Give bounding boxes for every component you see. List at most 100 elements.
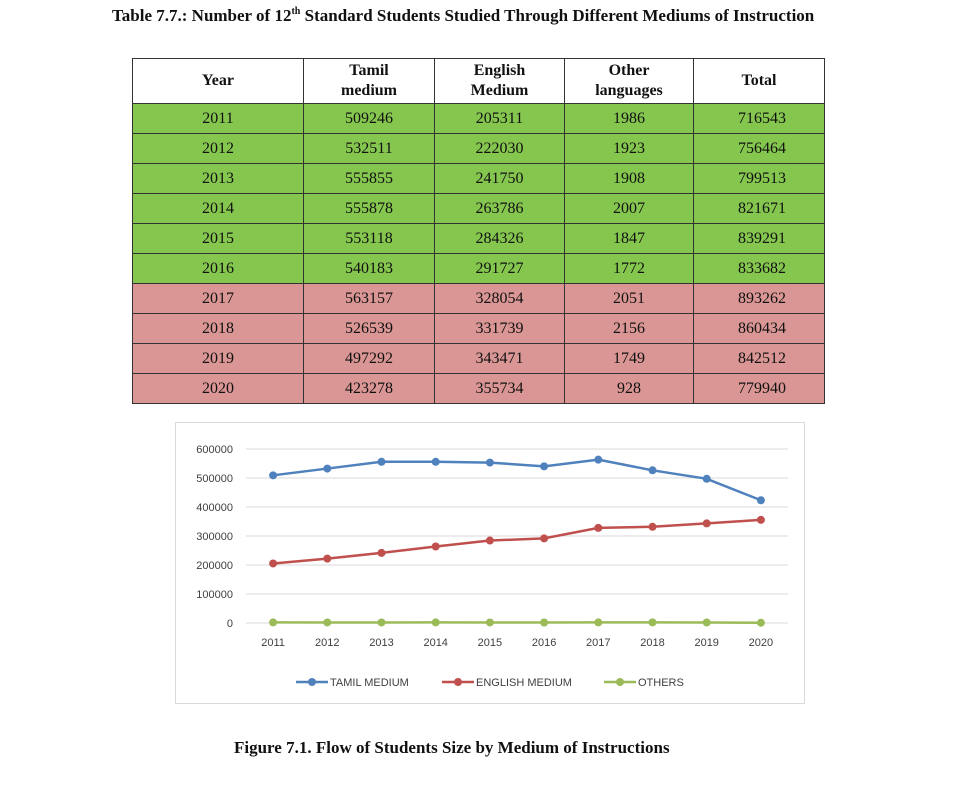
data-point-tamil-medium xyxy=(323,464,332,473)
data-point-english-medium xyxy=(377,548,386,557)
cell-tamil: 555855 xyxy=(303,163,435,194)
y-tick-label: 100000 xyxy=(196,589,233,601)
header-tamil-medium: Tamil medium xyxy=(303,58,435,104)
x-tick-label: 2019 xyxy=(694,637,718,649)
data-point-others xyxy=(756,618,765,627)
data-point-others xyxy=(269,618,278,627)
series-line-tamil-medium xyxy=(272,458,762,502)
cell-year: 2016 xyxy=(132,253,304,284)
cell-tamil: 509246 xyxy=(303,103,435,134)
cell-year: 2020 xyxy=(132,373,304,404)
data-point-tamil-medium xyxy=(540,462,549,471)
table-body: 2011 509246 205311 1986 716543 2012 532511 2220… xyxy=(132,103,825,404)
cell-tamil: 555878 xyxy=(303,193,435,224)
caption-suffix: Standard Students Studied Through Differ… xyxy=(300,6,815,25)
cell-total: 821671 xyxy=(693,193,825,224)
data-point-tamil-medium xyxy=(594,455,603,464)
table-row: 2011 509246 205311 1986 716543 xyxy=(132,103,825,134)
legend-marker-others xyxy=(616,678,624,686)
data-point-others xyxy=(540,618,549,627)
x-tick-label: 2015 xyxy=(478,637,502,649)
table-row: 2018 526539 331739 2156 860434 xyxy=(132,313,825,344)
cell-other: 2007 xyxy=(564,193,694,224)
table-row: 2019 497292 343471 1749 842512 xyxy=(132,343,825,374)
cell-english: 355734 xyxy=(434,373,565,404)
data-point-tamil-medium xyxy=(431,457,440,466)
data-point-english-medium xyxy=(702,519,711,528)
x-tick-label: 2016 xyxy=(532,637,556,649)
x-tick-label: 2018 xyxy=(640,637,664,649)
cell-other: 1847 xyxy=(564,223,694,254)
cell-other: 2156 xyxy=(564,313,694,344)
data-point-tamil-medium xyxy=(377,457,386,466)
line-chart: 0 100000 200000 300000 400000 500000 600000 201… xyxy=(175,422,805,704)
cell-year: 2015 xyxy=(132,223,304,254)
x-tick-label: 2011 xyxy=(261,637,285,649)
students-by-medium-table: Year Tamil medium English Medium Other lang… xyxy=(132,58,825,404)
cell-total: 893262 xyxy=(693,283,825,314)
y-tick-label: 0 xyxy=(227,618,233,630)
series-line-english-medium xyxy=(272,518,761,565)
header-english-medium: English Medium xyxy=(434,58,565,104)
cell-english: 241750 xyxy=(434,163,565,194)
legend-marker-tamil-medium xyxy=(308,678,316,686)
table-row: 2012 532511 222030 1923 756464 xyxy=(132,133,825,164)
data-point-others xyxy=(323,618,332,627)
x-tick-label: 2013 xyxy=(369,637,393,649)
cell-english: 263786 xyxy=(434,193,565,224)
data-point-others xyxy=(377,618,386,627)
legend-marker-english-medium xyxy=(454,678,462,686)
caption-prefix: Table 7.7.: Number of 12 xyxy=(112,6,292,25)
cell-other: 1772 xyxy=(564,253,694,284)
cell-total: 860434 xyxy=(693,313,825,344)
cell-other: 1986 xyxy=(564,103,694,134)
y-tick-label: 500000 xyxy=(196,473,233,485)
cell-english: 328054 xyxy=(434,283,565,314)
data-point-tamil-medium xyxy=(269,471,278,480)
cell-tamil: 563157 xyxy=(303,283,435,314)
cell-total: 833682 xyxy=(693,253,825,284)
data-point-english-medium xyxy=(485,536,494,545)
y-tick-label: 600000 xyxy=(196,444,233,456)
header-year: Year xyxy=(132,58,304,104)
table-caption: Table 7.7.: Number of 12th Standard Stud… xyxy=(112,6,852,26)
data-point-others xyxy=(702,618,711,627)
y-tick-label: 400000 xyxy=(196,502,233,514)
data-point-others xyxy=(648,618,657,627)
x-tick-label: 2014 xyxy=(423,637,447,649)
data-point-others xyxy=(485,618,494,627)
cell-english: 222030 xyxy=(434,133,565,164)
cell-total: 779940 xyxy=(693,373,825,404)
x-tick-label: 2017 xyxy=(586,637,610,649)
cell-year: 2014 xyxy=(132,193,304,224)
data-point-tamil-medium xyxy=(648,466,657,475)
cell-total: 716543 xyxy=(693,103,825,134)
cell-tamil: 497292 xyxy=(303,343,435,374)
cell-english: 291727 xyxy=(434,253,565,284)
table-row: 2015 553118 284326 1847 839291 xyxy=(132,223,825,254)
cell-tamil: 423278 xyxy=(303,373,435,404)
x-tick-label: 2020 xyxy=(749,637,773,649)
y-tick-label: 200000 xyxy=(196,560,233,572)
table-header-row: Year Tamil medium English Medium Other lang… xyxy=(132,58,825,104)
data-point-others xyxy=(431,618,440,627)
cell-english: 331739 xyxy=(434,313,565,344)
cell-year: 2011 xyxy=(132,103,304,134)
table-row: 2016 540183 291727 1772 833682 xyxy=(132,253,825,284)
cell-total: 842512 xyxy=(693,343,825,374)
cell-english: 205311 xyxy=(434,103,565,134)
caption-superscript: th xyxy=(291,6,301,17)
table-row: 2017 563157 328054 2051 893262 xyxy=(132,283,825,314)
data-point-others xyxy=(594,618,603,627)
cell-total: 839291 xyxy=(693,223,825,254)
data-point-english-medium xyxy=(431,542,440,551)
cell-year: 2019 xyxy=(132,343,304,374)
cell-tamil: 532511 xyxy=(303,133,435,164)
data-point-english-medium xyxy=(648,522,657,531)
x-tick-label: 2012 xyxy=(315,637,339,649)
data-point-tamil-medium xyxy=(756,496,765,505)
line-chart-svg: 0 100000 200000 300000 400000 500000 600000 201… xyxy=(196,444,788,689)
cell-other: 2051 xyxy=(564,283,694,314)
data-point-tamil-medium xyxy=(485,458,494,467)
cell-year: 2013 xyxy=(132,163,304,194)
